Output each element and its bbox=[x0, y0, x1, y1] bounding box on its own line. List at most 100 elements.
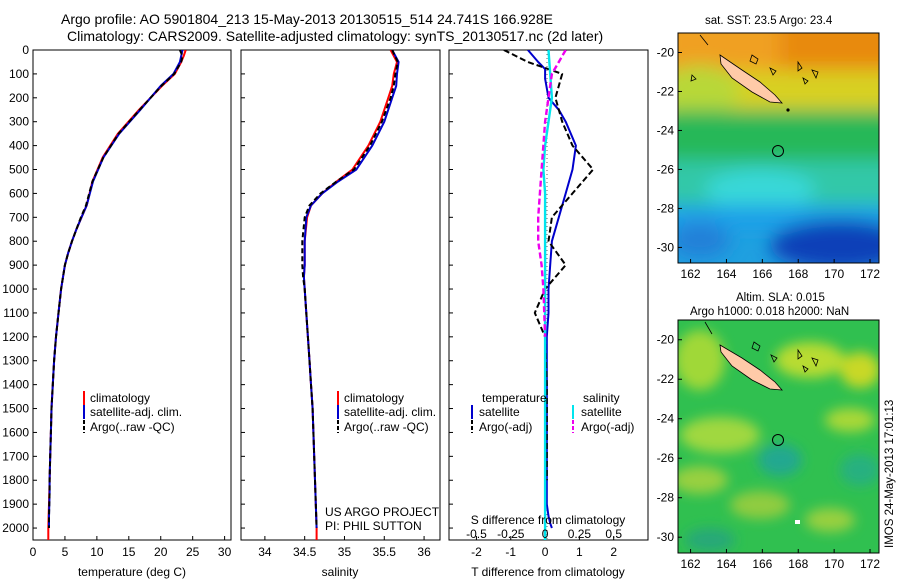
x-tick-label: 2 bbox=[610, 545, 617, 559]
s-diff-tick-label: -0.25 bbox=[497, 527, 525, 541]
legend-climatology: climatology bbox=[90, 391, 150, 405]
legend-t-argo: Argo(-adj) bbox=[479, 420, 532, 434]
depth-tick-label: 2000 bbox=[2, 521, 29, 535]
temperature-lines bbox=[47, 50, 187, 540]
legend-t-sat: satellite bbox=[479, 405, 520, 419]
x-tick-label: -1 bbox=[505, 545, 516, 559]
sla-field bbox=[678, 320, 879, 553]
map-y-tick-label: -26 bbox=[657, 451, 675, 465]
sst-field bbox=[678, 33, 879, 263]
temperature-x-axis: 0 5 10 15 20 25 30 bbox=[30, 536, 232, 559]
x-tick-label: 15 bbox=[122, 545, 136, 559]
difference-panel: -2 -1 0 1 2 T difference from climatology S … bbox=[448, 49, 649, 579]
s-diff-tick-label: 0.25 bbox=[568, 527, 592, 541]
salinity-diff-ticks: -0.5 -0.25 0 0.25 0.5 bbox=[466, 527, 622, 541]
difference-xlabel-bottom: T difference from climatology bbox=[471, 565, 625, 579]
depth-tick-label: 1800 bbox=[2, 473, 29, 487]
map-y-tick-label: -22 bbox=[657, 372, 675, 386]
s-diff-satellite-line bbox=[542, 50, 554, 540]
map-y-tick-label: -28 bbox=[657, 491, 675, 505]
map-x-tick-label: 164 bbox=[716, 267, 736, 281]
legend-argo: Argo(..raw -QC) bbox=[90, 420, 175, 434]
sst-map-title: sat. SST: 23.5 Argo: 23.4 bbox=[705, 15, 833, 27]
map-x-tick-label: 168 bbox=[788, 267, 808, 281]
credit-project: US ARGO PROJECT bbox=[325, 505, 440, 519]
legend-salinity-title: salinity bbox=[583, 391, 620, 405]
temp-climatology-line bbox=[47, 50, 187, 540]
x-tick-label: -2 bbox=[471, 545, 482, 559]
map-x-tick-label: 162 bbox=[681, 557, 701, 571]
map-x-tick-label: 164 bbox=[716, 557, 736, 571]
map-x-tick-label: 166 bbox=[752, 267, 772, 281]
map-y-tick-label: -28 bbox=[657, 201, 675, 215]
map-y-tick-label: -30 bbox=[657, 240, 675, 254]
depth-tick-label: 1900 bbox=[2, 497, 29, 511]
difference-legend: temperature salinity satellite Argo(-adj… bbox=[471, 391, 634, 434]
depth-tick-label: 100 bbox=[9, 67, 29, 81]
depth-tick-label: 600 bbox=[9, 186, 29, 200]
salinity-x-axis: 34 34.5 35 35.5 36 bbox=[258, 536, 431, 559]
sal-legend-satellite: satellite-adj. clim. bbox=[344, 405, 436, 419]
map-x-tick-label: 162 bbox=[681, 267, 701, 281]
map-y-tick-label: -24 bbox=[657, 123, 675, 137]
legend-s-sat: satellite bbox=[581, 405, 622, 419]
x-tick-label: 35.5 bbox=[373, 545, 397, 559]
temperature-panel: 0100200300400500600700800900100011001200… bbox=[2, 43, 231, 579]
temperature-legend: climatology satellite-adj. clim. Argo(..… bbox=[83, 391, 182, 434]
depth-tick-label: 1200 bbox=[2, 330, 29, 344]
depth-tick-label: 1300 bbox=[2, 354, 29, 368]
depth-tick-label: 1700 bbox=[2, 449, 29, 463]
salinity-xlabel: salinity bbox=[322, 565, 359, 579]
temp-satellite-line bbox=[48, 50, 184, 528]
salinity-depth-ticks bbox=[241, 49, 245, 529]
depth-tick-label: 200 bbox=[9, 91, 29, 105]
header-line-1: Argo profile: AO 5901804_213 15-May-2013… bbox=[61, 11, 553, 27]
map-x-tick-label: 172 bbox=[860, 267, 880, 281]
salinity-legend: climatology satellite-adj. clim. Argo(..… bbox=[337, 391, 436, 434]
depth-tick-label: 1400 bbox=[2, 378, 29, 392]
depth-tick-label: 400 bbox=[9, 139, 29, 153]
sst-map-frame bbox=[677, 32, 880, 264]
sal-legend-argo: Argo(..raw -QC) bbox=[344, 420, 429, 434]
map-y-tick-label: -20 bbox=[657, 333, 675, 347]
sal-legend-climatology: climatology bbox=[344, 391, 404, 405]
x-tick-label: 1 bbox=[576, 545, 583, 559]
depth-tick-label: 500 bbox=[9, 163, 29, 177]
legend-temperature-title: temperature bbox=[482, 391, 547, 405]
map-y-tick-label: -26 bbox=[657, 162, 675, 176]
legend-s-argo: Argo(-adj) bbox=[581, 420, 634, 434]
x-tick-label: 34 bbox=[258, 545, 272, 559]
depth-tick-label: 900 bbox=[9, 258, 29, 272]
map-x-tick-label: 170 bbox=[824, 557, 844, 571]
depth-tick-label: 1000 bbox=[2, 282, 29, 296]
difference-xlabel-top: S difference from climatology bbox=[471, 513, 626, 527]
difference-lines bbox=[503, 50, 595, 540]
map-y-tick-label: -22 bbox=[657, 84, 675, 98]
x-tick-label: 0 bbox=[30, 545, 37, 559]
s-diff-tick-label: 0 bbox=[542, 527, 549, 541]
x-tick-label: 20 bbox=[154, 545, 168, 559]
x-tick-label: 35 bbox=[338, 545, 352, 559]
sla-map-title-1: Altim. SLA: 0.015 bbox=[736, 292, 825, 304]
depth-tick-label: 1100 bbox=[3, 306, 29, 320]
x-tick-label: 0 bbox=[542, 545, 549, 559]
temp-argo-line bbox=[48, 50, 184, 528]
salinity-panel: 34 34.5 35 35.5 36 salinity climatology sate… bbox=[240, 49, 441, 579]
depth-tick-label: 1600 bbox=[2, 425, 29, 439]
credit-pi: PI: PHIL SUTTON bbox=[325, 519, 422, 533]
map-x-tick-label: 170 bbox=[824, 267, 844, 281]
s-diff-tick-label: 0.5 bbox=[605, 527, 622, 541]
x-tick-label: 10 bbox=[90, 545, 104, 559]
sla-map-frame bbox=[677, 319, 880, 554]
depth-tick-label: 300 bbox=[9, 115, 29, 129]
sal-argo-line bbox=[301, 50, 399, 529]
map-y-tick-label: -20 bbox=[657, 45, 675, 59]
salinity-lines bbox=[301, 50, 400, 540]
depth-tick-label: 700 bbox=[9, 210, 29, 224]
header-line-2: Climatology: CARS2009. Satellite-adjuste… bbox=[67, 28, 603, 44]
map-x-tick-label: 172 bbox=[860, 557, 880, 571]
difference-depth-ticks bbox=[449, 49, 453, 529]
map-x-tick-label: 166 bbox=[752, 557, 772, 571]
temperature-xlabel: temperature (deg C) bbox=[78, 565, 186, 579]
